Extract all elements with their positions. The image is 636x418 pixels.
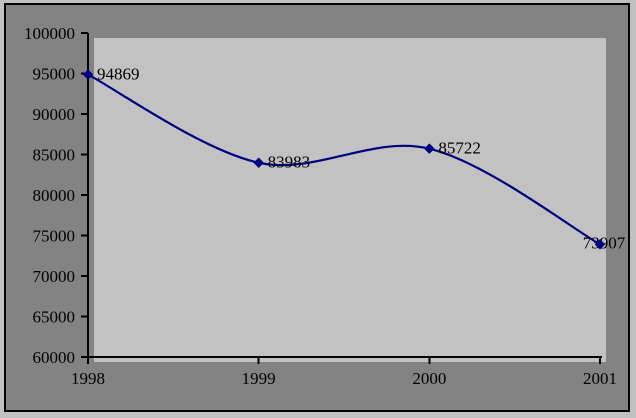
data-label: 94869 <box>97 65 140 84</box>
data-label: 85722 <box>438 139 481 158</box>
y-tick-label: 85000 <box>33 146 76 165</box>
data-point-marker <box>423 143 435 155</box>
y-tick-label: 80000 <box>33 186 76 205</box>
chart-frame <box>4 3 630 412</box>
y-tick-label: 65000 <box>33 308 76 327</box>
data-label: 73907 <box>583 233 626 252</box>
y-tick-label: 70000 <box>33 267 76 286</box>
data-point-marker <box>82 69 94 80</box>
y-tick-label: 75000 <box>33 227 76 246</box>
y-tick-label: 100000 <box>24 24 75 43</box>
series-line <box>86 73 602 246</box>
data-label: 83983 <box>268 153 311 172</box>
y-tick-label: 60000 <box>33 348 76 367</box>
y-tick-label: 95000 <box>33 65 76 84</box>
plot-area <box>94 38 606 362</box>
x-tick-label: 1998 <box>71 369 105 388</box>
x-tick-label: 2001 <box>583 369 617 388</box>
data-point-marker <box>594 238 606 250</box>
y-tick-label: 90000 <box>33 105 76 124</box>
data-point-marker <box>253 157 265 169</box>
x-tick-label: 2000 <box>412 369 446 388</box>
x-tick-label: 1999 <box>242 369 276 388</box>
